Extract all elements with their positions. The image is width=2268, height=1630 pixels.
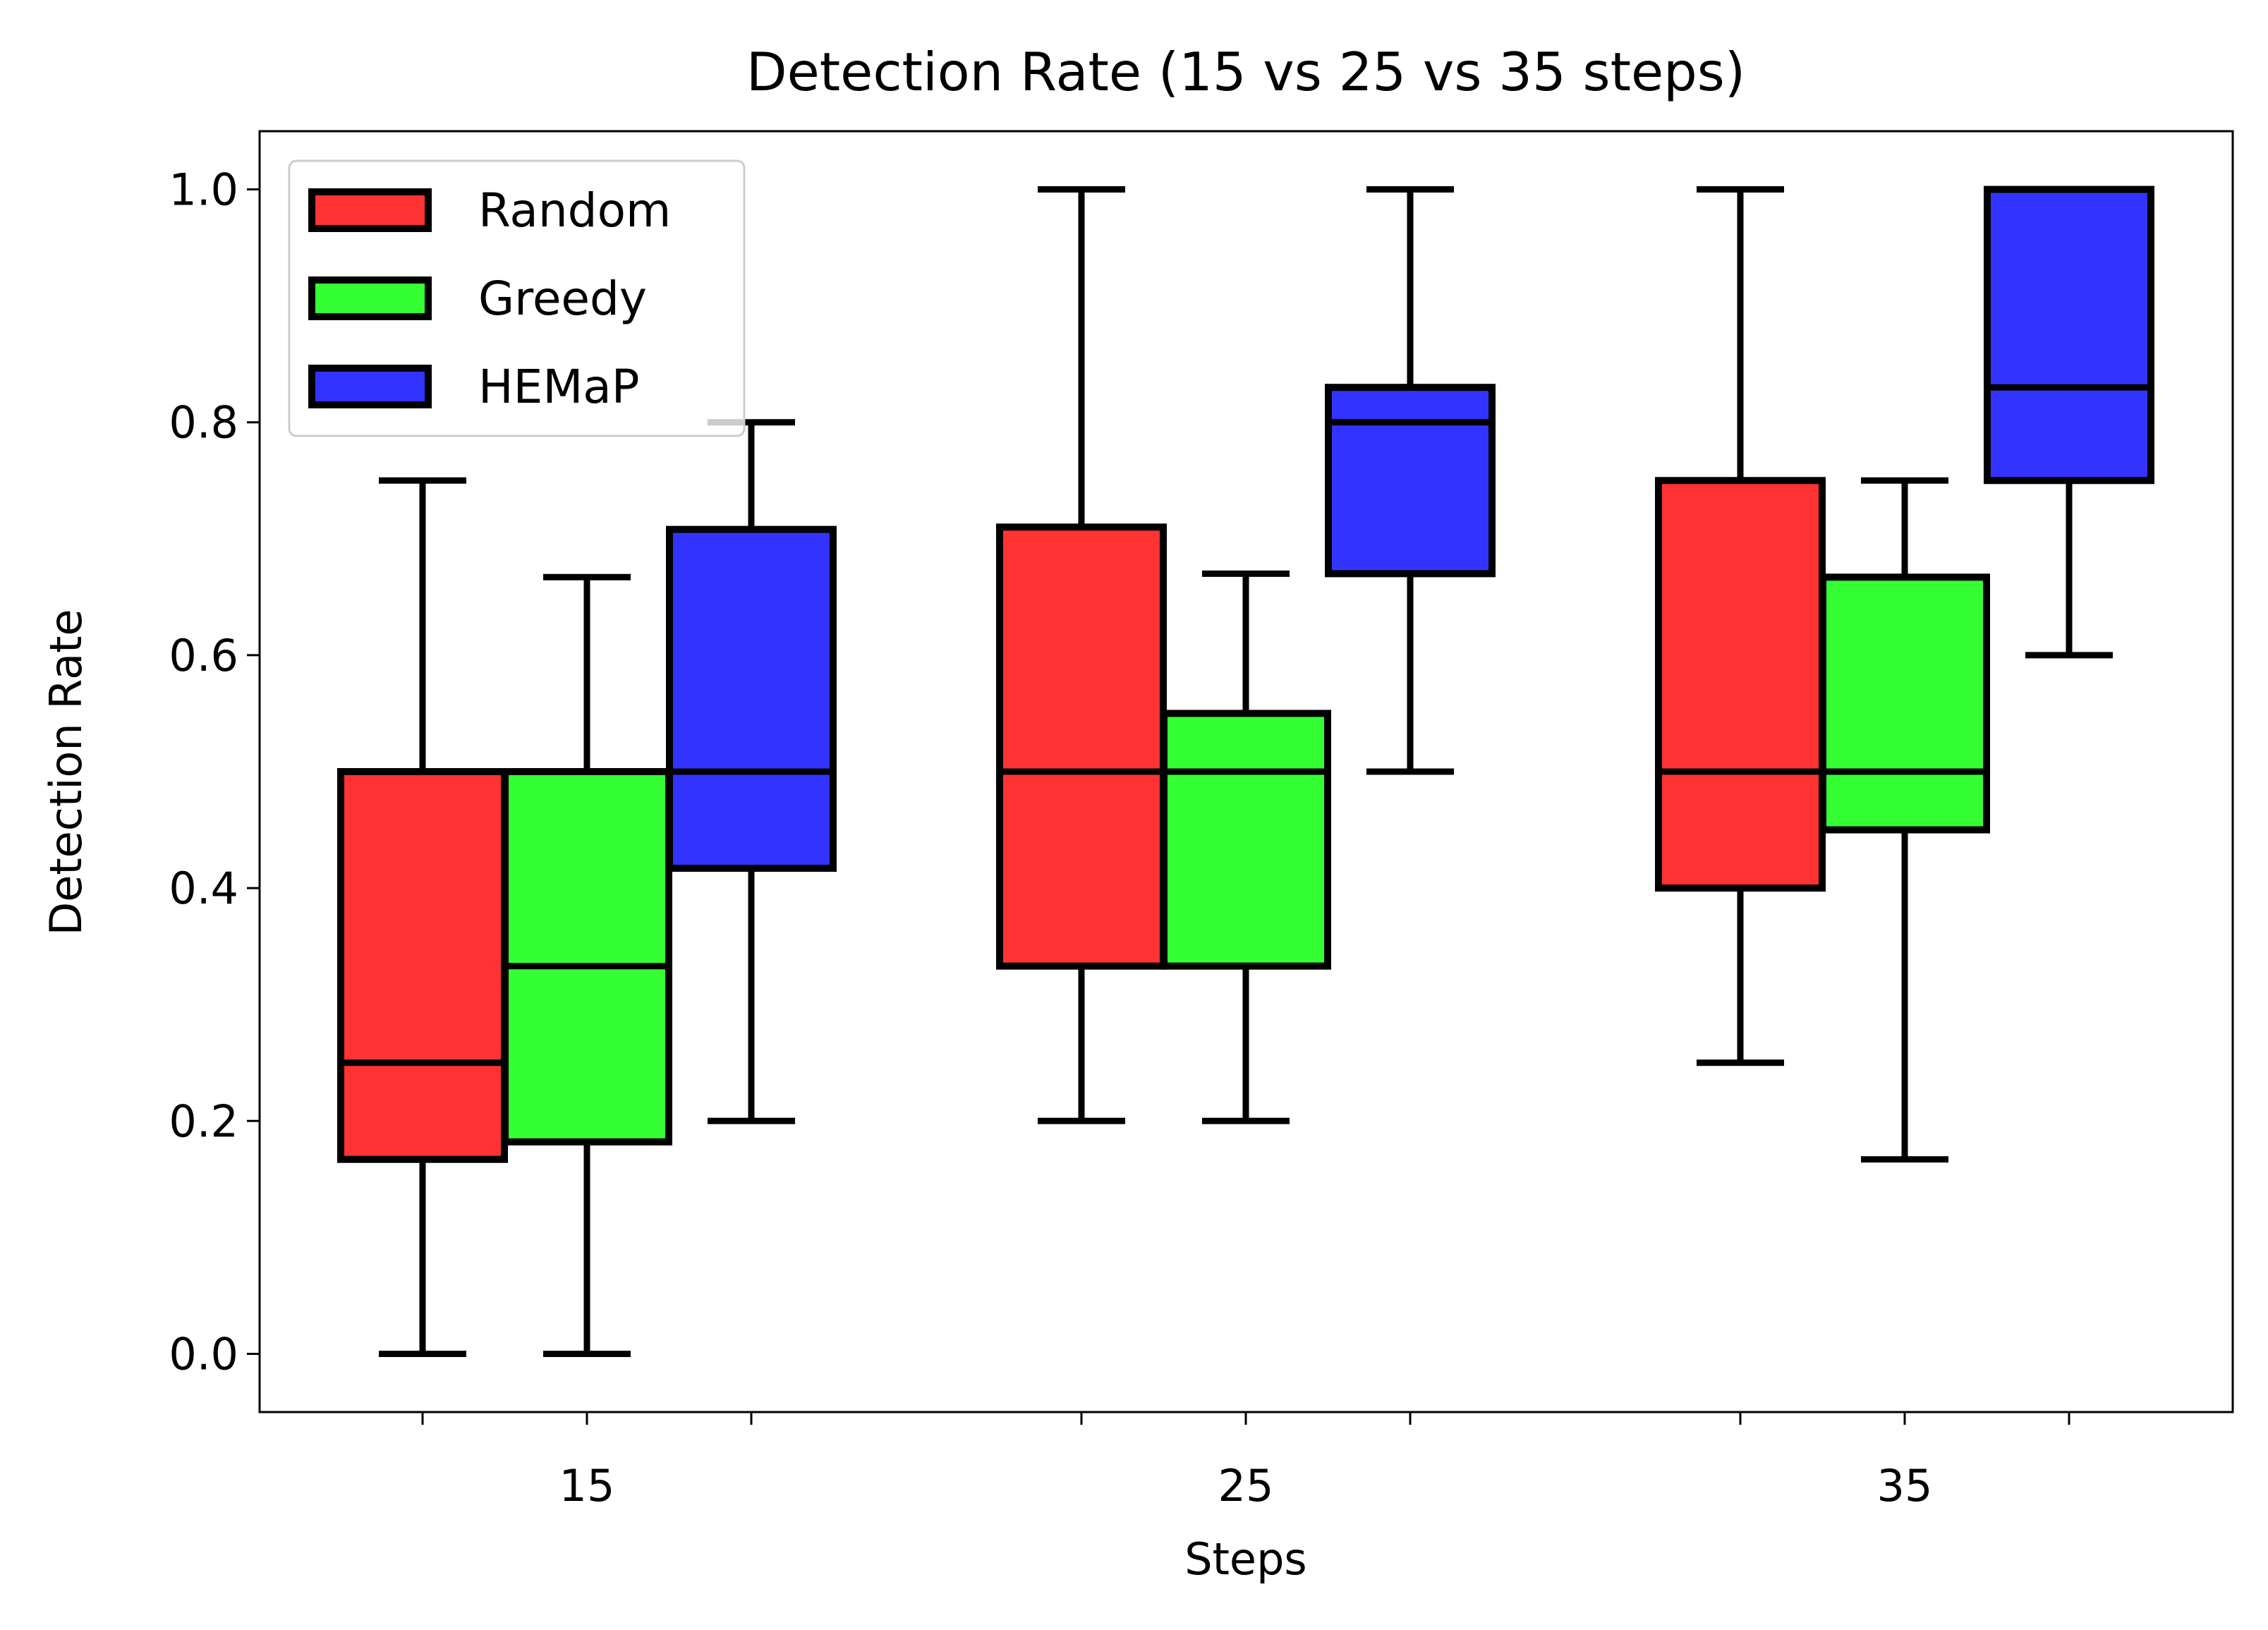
- legend-label: HEMaP: [478, 360, 640, 414]
- box-random-15: [337, 477, 508, 1357]
- legend: Random Greedy HEMaP: [288, 159, 746, 437]
- x-tick-label: 35: [1877, 1460, 1933, 1512]
- box-body: [1819, 573, 1990, 834]
- plot-frame: [258, 130, 2234, 1413]
- box-greedy-25: [1160, 570, 1331, 1124]
- y-tick-label: 1.0: [169, 164, 238, 216]
- legend-item-random: Random: [308, 183, 671, 238]
- box-body: [1984, 185, 2154, 485]
- box-body: [1655, 477, 1826, 892]
- box-body: [502, 768, 672, 1145]
- legend-swatch: [308, 365, 432, 408]
- x-tick-label: 25: [1218, 1460, 1274, 1512]
- ticks-layer: 0.0 0.2 0.4 0.6 0.8 1.0 15 25 35: [169, 164, 2070, 1512]
- box-body: [996, 523, 1167, 970]
- box-hemap-15: [666, 419, 837, 1124]
- box-random-25: [996, 186, 1167, 1124]
- box-body: [666, 525, 837, 872]
- y-tick-label: 0.8: [169, 397, 238, 449]
- y-tick-label: 0.6: [169, 630, 238, 681]
- box-body: [1325, 384, 1496, 578]
- box-greedy-35: [1819, 477, 1990, 1163]
- boxes-layer: [337, 185, 2154, 1357]
- box-hemap-25: [1325, 186, 1496, 775]
- y-axis-label: Detection Rate: [40, 609, 92, 935]
- legend-label: Greedy: [478, 272, 647, 326]
- y-tick-label: 0.4: [169, 863, 238, 914]
- box-greedy-15: [502, 573, 672, 1357]
- legend-item-hemap: HEMaP: [308, 360, 640, 414]
- box-random-35: [1655, 186, 1826, 1066]
- box-body: [337, 768, 508, 1163]
- chart-title: Detection Rate (15 vs 25 vs 35 steps): [746, 41, 1745, 103]
- box-hemap-35: [1984, 185, 2154, 659]
- legend-swatch: [308, 276, 432, 320]
- x-tick-label: 15: [559, 1460, 615, 1512]
- legend-label: Random: [478, 183, 671, 238]
- box-body: [1160, 710, 1331, 970]
- y-tick-label: 0.2: [169, 1095, 238, 1147]
- legend-item-greedy: Greedy: [308, 272, 647, 326]
- legend-swatch: [308, 188, 432, 232]
- x-axis-label: Steps: [1184, 1533, 1306, 1585]
- y-tick-label: 0.0: [169, 1328, 238, 1380]
